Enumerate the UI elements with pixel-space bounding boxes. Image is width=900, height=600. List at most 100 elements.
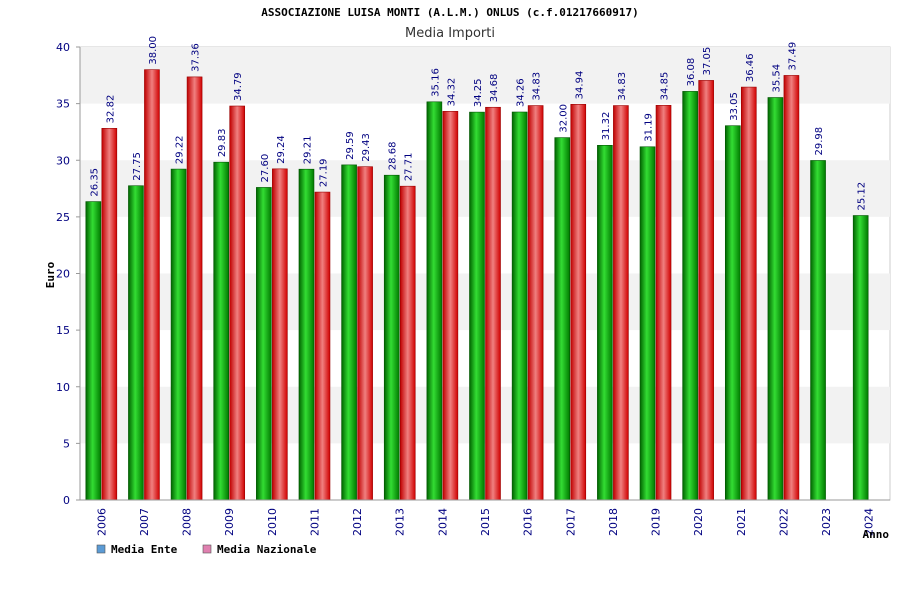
- y-tick-label: 25: [56, 211, 70, 224]
- y-tick-label: 5: [63, 437, 70, 450]
- bar-media-ente-2006: [85, 201, 102, 501]
- data-label: 31.19: [644, 113, 655, 142]
- bar-media-ente-2020: [682, 91, 698, 501]
- data-label: 34.83: [617, 72, 628, 101]
- bar-media-ente-2016: [511, 111, 528, 501]
- y-tick-label: 15: [56, 324, 70, 337]
- bar-media-ente-2012: [341, 164, 357, 501]
- bar-media-nazionale-2017: [570, 104, 587, 501]
- data-label: 34.83: [532, 72, 543, 101]
- bar-media-nazionale-2007: [144, 69, 160, 501]
- x-tick-label: 2017: [564, 508, 577, 536]
- data-label: 29.98: [814, 127, 825, 156]
- y-axis: 0 5 10 15 20 25 30 35 40: [56, 41, 81, 507]
- data-label: 36.08: [686, 58, 697, 87]
- legend-swatch: [202, 544, 212, 554]
- data-label: 29.59: [345, 131, 356, 160]
- data-label: 34.26: [516, 78, 527, 107]
- data-label: 27.71: [404, 153, 415, 182]
- data-label: 29.22: [175, 135, 186, 164]
- legend: Media Ente Media Nazionale: [96, 543, 317, 556]
- y-tick-label: 30: [56, 154, 70, 167]
- x-tick-label: 2013: [394, 508, 407, 536]
- bar-media-nazionale-2022: [783, 75, 800, 501]
- bar-media-ente-2011: [298, 168, 315, 501]
- legend-label: Media Nazionale: [217, 543, 317, 556]
- data-label: 32.00: [558, 104, 569, 133]
- bar-media-ente-2009: [213, 161, 230, 501]
- y-tick-label: 35: [56, 98, 70, 111]
- bar-media-nazionale-2018: [613, 105, 629, 501]
- x-tick-label: 2009: [223, 508, 236, 536]
- bar-media-nazionale-2016: [527, 105, 544, 501]
- data-label: 26.35: [89, 168, 100, 197]
- x-tick-label: 2021: [735, 508, 748, 536]
- bar-media-nazionale-2020: [698, 80, 714, 501]
- y-tick-label: 0: [63, 494, 70, 507]
- bar-media-nazionale-2013: [399, 185, 416, 501]
- data-label: 36.46: [745, 53, 756, 82]
- bar-media-nazionale-2015: [485, 106, 501, 501]
- bar-media-ente-2013: [383, 174, 400, 501]
- data-label: 29.83: [217, 129, 228, 158]
- x-tick-label: 2024: [863, 508, 876, 536]
- data-label: 34.85: [660, 72, 671, 101]
- bar-media-nazionale-2009: [229, 105, 246, 501]
- legend-swatch: [96, 544, 106, 554]
- x-tick-label: 2022: [777, 508, 790, 536]
- bar-media-ente-2022: [767, 97, 784, 501]
- bars: 26.35 27.75 29.22 29.83 27.60 29.21 29.59 28.68…: [85, 36, 869, 501]
- data-label: 28.68: [388, 142, 399, 171]
- bar-media-ente-2007: [128, 185, 144, 501]
- data-label: 34.25: [473, 78, 484, 107]
- bar-media-ente-2010: [256, 187, 272, 501]
- data-label: 33.05: [729, 92, 740, 121]
- data-label: 34.79: [233, 72, 244, 101]
- data-label: 38.00: [148, 36, 159, 65]
- bar-media-ente-2023: [810, 160, 826, 501]
- data-label: 27.75: [132, 152, 143, 181]
- bar-media-ente-2017: [554, 137, 571, 501]
- x-tick-label: 2008: [181, 508, 194, 536]
- data-label: 25.12: [857, 182, 868, 211]
- x-tick-label: 2015: [479, 508, 492, 536]
- data-label: 27.19: [318, 158, 329, 187]
- data-label: 35.16: [430, 68, 441, 97]
- data-label: 29.21: [302, 136, 313, 165]
- data-label: 31.32: [601, 112, 612, 141]
- x-tick-label: 2019: [650, 508, 663, 536]
- data-label: 37.36: [191, 43, 202, 72]
- data-label: 29.43: [361, 133, 372, 162]
- bar-media-nazionale-2012: [357, 166, 373, 501]
- data-label: 37.49: [787, 42, 798, 71]
- bar-media-ente-2015: [469, 111, 485, 501]
- data-label: 32.82: [105, 95, 116, 124]
- x-tick-label: 2014: [436, 508, 449, 536]
- data-label: 34.68: [489, 74, 500, 103]
- bar-media-nazionale-2019: [655, 105, 672, 501]
- x-tick-label: 2016: [522, 508, 535, 536]
- x-tick-label: 2011: [308, 508, 321, 536]
- chart-title: ASSOCIAZIONE LUISA MONTI (A.L.M.) ONLUS …: [261, 6, 639, 19]
- bar-media-nazionale-2006: [101, 128, 118, 501]
- x-tick-label: 2012: [351, 508, 364, 536]
- x-axis-label: Anno: [863, 528, 890, 541]
- data-label: 29.24: [276, 135, 287, 164]
- y-tick-label: 20: [56, 268, 70, 281]
- data-label: 37.05: [702, 47, 713, 76]
- y-tick-label: 40: [56, 41, 70, 54]
- data-label: 27.60: [260, 154, 271, 183]
- bar-media-ente-2024: [852, 215, 869, 501]
- x-tick-label: 2018: [607, 508, 620, 536]
- data-label: 34.32: [446, 78, 457, 107]
- x-axis: 2006 2007 2008 2009 2010 2011 2012 2013 2014 2015…: [80, 499, 890, 536]
- x-tick-label: 2020: [692, 508, 705, 536]
- y-tick-label: 10: [56, 381, 70, 394]
- bar-media-ente-2019: [639, 146, 656, 501]
- y-axis-label: Euro: [44, 261, 57, 288]
- bar-media-ente-2008: [170, 168, 187, 501]
- legend-label: Media Ente: [111, 543, 178, 556]
- bar-media-ente-2014: [426, 101, 443, 501]
